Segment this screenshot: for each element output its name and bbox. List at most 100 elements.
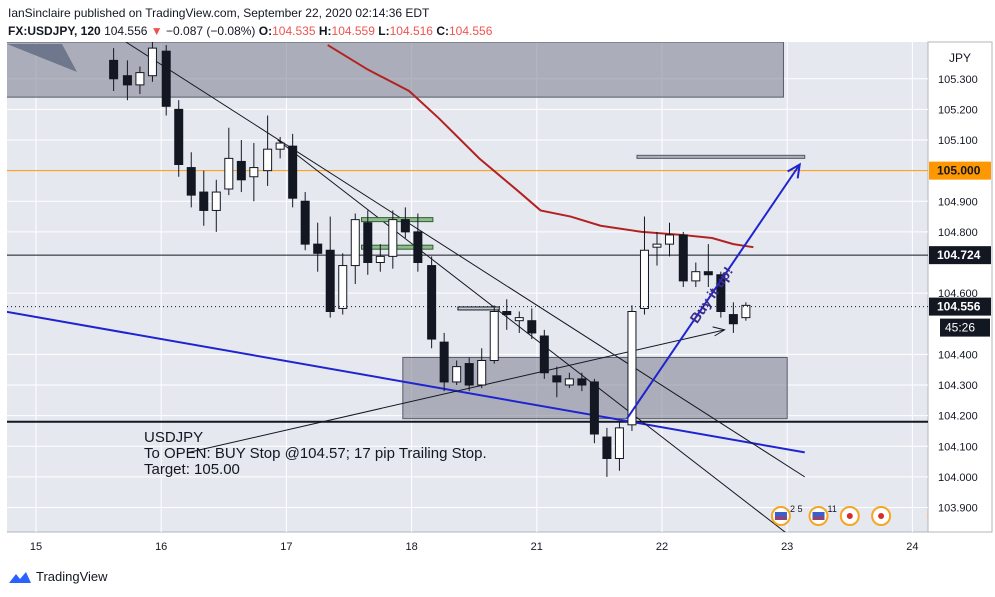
candle: [577, 372, 587, 392]
footer-brand[interactable]: TradingView: [36, 569, 108, 584]
countdown-bg: [940, 318, 990, 337]
candle: [665, 222, 675, 257]
low-value: 104.516: [389, 24, 433, 38]
candle: [400, 207, 410, 238]
y-tick-label: 105.200: [938, 104, 978, 116]
candle: [224, 127, 234, 196]
candle-body: [350, 219, 360, 267]
candle-body: [363, 222, 373, 263]
flag-canton: [812, 512, 825, 520]
y-tick-label: 104.800: [938, 227, 978, 239]
event-label: 11: [828, 504, 837, 514]
candle-body: [589, 381, 599, 435]
x-tick-label: 24: [906, 541, 918, 553]
candle: [288, 133, 298, 208]
candle-body: [741, 304, 751, 319]
candle-body: [288, 145, 298, 199]
candle-body: [313, 243, 323, 254]
candle: [313, 222, 323, 272]
target-arrow-shaft: [626, 163, 801, 420]
x-tick-label: 18: [405, 541, 417, 553]
y-tick-label: 104.600: [938, 288, 978, 300]
y-tick-label: 104.000: [938, 472, 978, 484]
event-marker: 2 5: [770, 504, 802, 526]
trendline-black-trend-1: [124, 42, 805, 478]
candle-body: [552, 375, 562, 383]
symbol-label: FX:USDJPY, 120: [8, 24, 101, 38]
footer: TradingView: [8, 569, 108, 584]
level-price-label-bg: [929, 246, 991, 265]
candle-body: [161, 50, 171, 107]
ohlc-line: FX:USDJPY, 120 104.556 ▼ −0.087 (−0.08%)…: [8, 22, 492, 40]
top-zone-triangle: [7, 44, 77, 72]
candle: [728, 302, 738, 333]
last-price-label: 104.556: [937, 300, 981, 314]
y-tick-label: 104.400: [938, 349, 978, 361]
candle-body: [489, 311, 499, 361]
small-level: [457, 306, 500, 311]
candle: [489, 305, 499, 364]
x-tick-label: 23: [781, 541, 793, 553]
candle: [527, 308, 537, 340]
candle: [249, 143, 259, 202]
candle: [639, 216, 649, 315]
candle-body: [427, 265, 437, 340]
note-line-0: USDJPY: [144, 429, 203, 446]
candle: [186, 152, 196, 208]
candle: [741, 302, 751, 321]
candle: [122, 60, 132, 101]
candle-body: [691, 271, 701, 282]
candle: [147, 42, 157, 82]
currency-label: JPY: [949, 51, 971, 65]
candle-body: [375, 255, 385, 263]
note-line-2: Target: 105.00: [144, 461, 240, 478]
open-value: 104.535: [272, 24, 316, 38]
y-tick-label: 104.100: [938, 441, 978, 453]
target-price-label-bg: [929, 161, 991, 180]
flag-stripe: [812, 517, 825, 519]
target-price-label: 105.000: [937, 164, 981, 178]
candle-body: [665, 234, 675, 245]
candle-body: [263, 148, 273, 172]
candle-body: [300, 200, 310, 245]
candle: [502, 299, 512, 330]
event-marker: 11: [808, 504, 837, 526]
candle-body: [477, 360, 487, 386]
candle: [703, 244, 713, 287]
candle: [236, 140, 246, 193]
candle-body: [224, 157, 234, 190]
candle-body: [439, 341, 449, 383]
candle: [514, 311, 524, 333]
high-value: 104.559: [331, 24, 375, 38]
candle-body: [211, 191, 221, 211]
candle-body: [678, 234, 688, 282]
close-label: C:: [436, 24, 449, 38]
y-tick-label: 104.900: [938, 196, 978, 208]
y-tick-label: 105.300: [938, 74, 978, 86]
candle-body: [236, 160, 246, 181]
open-label: O:: [258, 24, 273, 38]
x-tick-label: 15: [30, 541, 42, 553]
candle-body: [614, 427, 624, 459]
candle-body: [564, 378, 574, 386]
flag-canton: [774, 512, 787, 520]
candle: [199, 170, 209, 226]
candle-body: [728, 314, 738, 325]
event-dot-center: [878, 513, 885, 519]
last-price: 104.556: [104, 24, 148, 38]
candle-body: [325, 249, 335, 312]
candle-body: [109, 59, 119, 80]
candle-body: [413, 231, 423, 263]
candle: [477, 348, 487, 389]
target-arrowhead: [787, 162, 802, 179]
candle: [325, 216, 335, 318]
close-value: 104.556: [449, 24, 493, 38]
candle-body: [627, 311, 637, 426]
candle: [652, 231, 662, 266]
candle-body: [464, 363, 474, 386]
candle: [678, 231, 688, 287]
candle: [135, 66, 145, 95]
candle-body: [388, 219, 398, 257]
trendline-arrowhead: [712, 326, 726, 337]
